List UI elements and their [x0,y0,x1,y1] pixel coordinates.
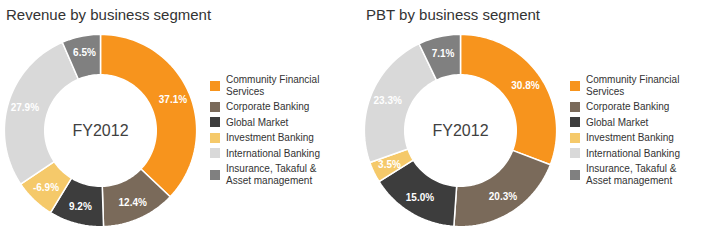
html-text:Global Market: Global Market [226,116,289,128]
svg-text:15.0%: 15.0% [406,192,434,203]
svg-text:12.4%: 12.4% [119,197,147,208]
html-text:Investment Banking: Investment Banking [226,132,314,143]
svg-text:7.1%: 7.1% [432,48,455,59]
svg-text:6.5%: 6.5% [73,47,96,58]
svg-text:FY2012: FY2012 [432,122,488,139]
html-text:Community Financial Services: Community Financial Services [586,74,680,97]
html-text:Global Market: Global Market [586,116,649,128]
html-text:International Banking: International Banking [226,147,320,159]
html-text:Community Financial Services: Community Financial Services [226,74,320,97]
svg-text:27.9%: 27.9% [11,102,39,113]
svg-text:-6.9%: -6.9% [33,182,59,193]
html-text:International Banking: International Banking [586,147,680,159]
html-text:PBT by business segment: PBT by business segment [366,6,540,23]
html-text:Investment Banking: Investment Banking [586,132,674,143]
html-text:Corporate Banking: Corporate Banking [586,101,670,112]
html-text:Revenue by business segment: Revenue by business segment [6,6,212,23]
svg-text:3.5%: 3.5% [378,159,401,170]
svg-text:37.1%: 37.1% [159,94,187,105]
html-text:Corporate Banking: Corporate Banking [226,101,310,112]
svg-text:FY2012: FY2012 [72,122,128,139]
html-text:Insurance, Takaful & Asset man: Insurance, Takaful & Asset management [226,163,317,186]
svg-text:20.3%: 20.3% [489,191,517,202]
svg-text:23.3%: 23.3% [373,95,401,106]
svg-text:9.2%: 9.2% [69,201,92,212]
svg-text:30.8%: 30.8% [511,80,539,91]
html-text:Insurance, Takaful & Asset man: Insurance, Takaful & Asset management [586,163,677,186]
